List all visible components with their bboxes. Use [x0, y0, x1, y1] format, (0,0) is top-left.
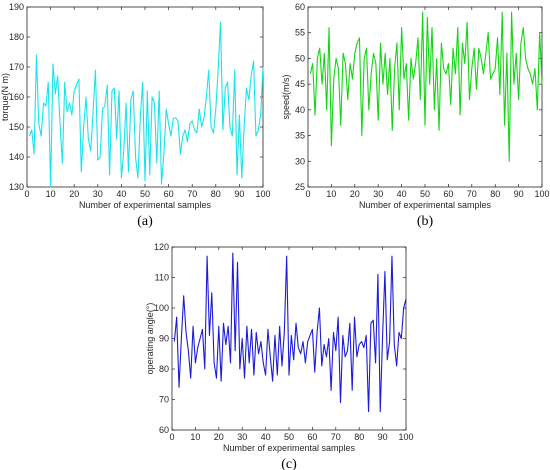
chart-2-xtick-label: 60 [443, 189, 453, 199]
chart-1-xtick-label: 50 [140, 189, 150, 199]
chart-3-xlabel: Number of experimental samples [223, 443, 356, 453]
chart-1-ytick-label: 140 [9, 152, 24, 162]
chart-3-panel-label: (c) [281, 457, 297, 470]
chart-3-xtick-label: 20 [214, 432, 224, 442]
chart-1-xtick-label: 60 [164, 189, 174, 199]
chart-3-xtick-label: 90 [378, 432, 388, 442]
chart-1-xtick-label: 30 [93, 189, 103, 199]
chart-1-xtick-label: 70 [187, 189, 197, 199]
chart-1-panel-label: (a) [137, 214, 153, 229]
chart-2: 0 10 20 30 40 50 60 70 80 90 1002530354045505560Nu… [281, 2, 550, 229]
chart-2-xtick-label: 30 [373, 189, 383, 199]
chart-2-xtick-label: 50 [420, 189, 430, 199]
chart-3: 0 10 20 30 40 50 60 70 80 90 100 60 70 80 90 100 110 120 N… [145, 242, 414, 470]
chart-3-xtick-label: 50 [284, 432, 294, 442]
chart-2-xtick-label: 20 [350, 189, 360, 199]
chart-3-xtick-label: 10 [190, 432, 200, 442]
chart-1-ylabel: torque(N m) [0, 73, 10, 121]
chart-3-xtick-label: 0 [169, 432, 174, 442]
chart-2-xtick-label: 40 [397, 189, 407, 199]
chart-2-ytick-label: 40 [295, 105, 305, 115]
chart-2-xtick-label: 10 [326, 189, 336, 199]
chart-1-ytick-label: 150 [9, 122, 24, 132]
chart-2-xtick-label: 0 [305, 189, 310, 199]
chart-2-series-line [309, 11, 543, 162]
chart-1-ytick-label: 130 [9, 182, 24, 192]
chart-3-xtick-label: 70 [331, 432, 341, 442]
chart-1-xtick-label: 100 [255, 189, 270, 199]
chart-3-xtick-label: 30 [237, 432, 247, 442]
chart-1-xtick-label: 90 [234, 189, 244, 199]
chart-1-xtick-label: 10 [46, 189, 56, 199]
chart-2-xtick-label: 90 [514, 189, 524, 199]
chart-2-ytick-label: 50 [295, 53, 305, 63]
chart-3-ytick-label: 60 [159, 425, 169, 435]
chart-1: 0 10 20 30 40 50 60 70 80 90 100 130 140 150 160 170 180… [0, 2, 271, 229]
chart-2-ytick-label: 45 [295, 79, 305, 89]
chart-1-xlabel: Number of experimental samples [79, 200, 212, 210]
chart-1-ytick-label: 160 [9, 92, 24, 102]
chart-2-xtick-label: 80 [490, 189, 500, 199]
chart-3-xtick-label: 60 [307, 432, 317, 442]
chart-2-ytick-label: 35 [295, 131, 305, 141]
chart-1-ytick-label: 170 [9, 62, 24, 72]
chart-2-xtick-label: 70 [467, 189, 477, 199]
chart-3-ytick-label: 120 [154, 242, 169, 252]
chart-3-xtick-label: 40 [261, 432, 271, 442]
chart-3-series-line [173, 252, 407, 413]
chart-1-ytick-label: 190 [9, 2, 24, 12]
chart-2-ytick-label: 25 [295, 182, 305, 192]
chart-2-ytick-label: 55 [295, 28, 305, 38]
chart-1-series-line [28, 21, 264, 188]
chart-1-xtick-label: 0 [24, 189, 29, 199]
chart-1-xtick-label: 20 [69, 189, 79, 199]
chart-2-ylabel: speed(m/s) [281, 74, 291, 119]
chart-2-xlabel: Number of experimental samples [359, 200, 492, 210]
chart-3-ytick-label: 100 [154, 303, 169, 313]
chart-2-panel-label: (b) [417, 214, 434, 229]
chart-3-ytick-label: 70 [159, 395, 169, 405]
chart-3-ytick-label: 110 [155, 273, 169, 283]
chart-2-xtick-label: 100 [534, 189, 549, 199]
chart-1-xtick-label: 80 [211, 189, 221, 199]
chart-1-ytick-label: 180 [9, 32, 24, 42]
chart-1-xtick-label: 40 [116, 189, 126, 199]
chart-3-ylabel: operating angle(°) [145, 303, 155, 375]
chart-2-ytick-label: 60 [295, 2, 305, 12]
chart-3-xtick-label: 80 [354, 432, 364, 442]
chart-3-ytick-label: 80 [159, 364, 169, 374]
chart-3-ytick-label: 90 [159, 334, 169, 344]
chart-2-ytick-label: 30 [295, 156, 305, 166]
chart-2-plot-area [307, 6, 543, 188]
chart-3-xtick-label: 100 [398, 432, 413, 442]
